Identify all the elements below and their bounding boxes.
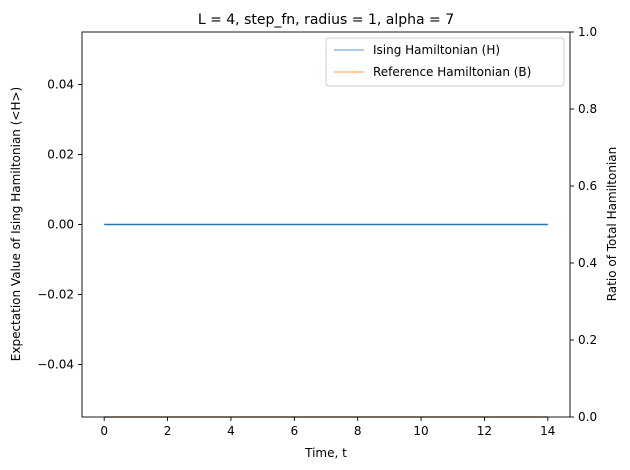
y2-axis-ticks: 0.0 0.2 0.4 0.6 0.8 1.0 xyxy=(570,25,597,424)
legend-label-ising: Ising Hamiltonian (H) xyxy=(373,43,500,57)
y-axis-label: Expectation Value of Ising Hamiltonian (… xyxy=(9,87,23,361)
y-tick-label: −0.04 xyxy=(37,358,74,372)
x-tick-label: 10 xyxy=(413,424,428,438)
legend-label-reference: Reference Hamiltonian (B) xyxy=(373,65,531,79)
y-tick-label: −0.02 xyxy=(37,288,74,302)
y2-tick-label: 0.2 xyxy=(578,333,597,347)
y2-tick-label: 0.4 xyxy=(578,256,597,270)
legend: Ising Hamiltonian (H) Reference Hamilton… xyxy=(325,37,565,87)
x-tick-label: 14 xyxy=(540,424,555,438)
y2-tick-label: 0.6 xyxy=(578,179,597,193)
plot-area xyxy=(81,31,571,418)
y2-tick-label: 1.0 xyxy=(578,25,597,39)
y-tick-label: 0.00 xyxy=(47,218,74,232)
y-axis-ticks: −0.04 −0.02 0.00 0.02 0.04 xyxy=(37,78,82,372)
y2-axis-label: Ratio of Total Hamiltonian xyxy=(605,147,619,302)
y2-tick-label: 0.8 xyxy=(578,102,597,116)
y-tick-label: 0.04 xyxy=(47,78,74,92)
x-tick-label: 4 xyxy=(227,424,235,438)
chart-title: L = 4, step_fn, radius = 1, alpha = 7 xyxy=(198,12,454,28)
x-tick-label: 6 xyxy=(290,424,298,438)
x-tick-label: 8 xyxy=(354,424,362,438)
y2-tick-label: 0.0 xyxy=(578,410,597,424)
legend-box xyxy=(325,37,565,87)
y-tick-label: 0.02 xyxy=(47,148,74,162)
x-tick-label: 12 xyxy=(477,424,492,438)
x-tick-label: 2 xyxy=(164,424,172,438)
x-tick-label: 0 xyxy=(100,424,108,438)
x-axis-label: Time, t xyxy=(304,446,347,460)
x-axis-ticks: 0 2 4 6 8 10 12 14 xyxy=(100,417,555,438)
